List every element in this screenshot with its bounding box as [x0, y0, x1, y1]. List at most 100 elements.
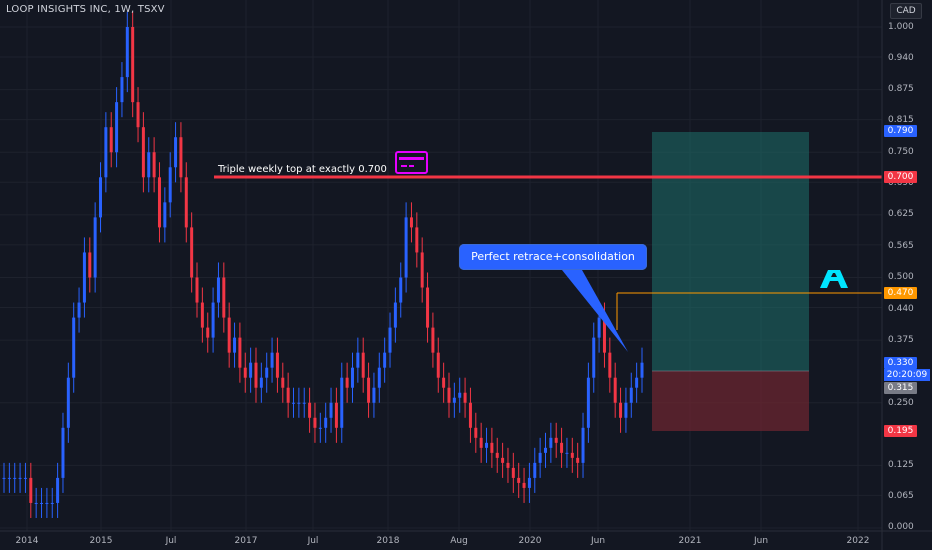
candle-up: [324, 417, 328, 428]
candle-down: [602, 317, 606, 353]
candle-up: [635, 377, 639, 388]
candle-up: [640, 362, 644, 378]
candle-up: [538, 452, 542, 463]
candle-up: [549, 437, 553, 448]
callout-pointer: [562, 270, 628, 352]
profit-zone[interactable]: [652, 132, 809, 371]
candle-up: [233, 337, 237, 353]
candle-up: [318, 427, 322, 429]
candle-up: [7, 477, 11, 479]
candle-up: [485, 442, 489, 448]
x-tick: 2021: [678, 536, 702, 546]
resistance-price-tag: 0.700: [884, 171, 917, 183]
candle-down: [506, 462, 510, 468]
candle-up: [372, 387, 376, 403]
candle-up: [34, 502, 38, 504]
candle-down: [361, 352, 365, 378]
candle-up: [99, 177, 103, 218]
candle-up: [77, 302, 81, 318]
candle-down: [463, 392, 467, 403]
candle-up: [50, 502, 54, 504]
loss-zone[interactable]: [652, 371, 809, 431]
candle-down: [554, 437, 558, 443]
last-price-tag: 0.330: [884, 357, 917, 369]
bridge-logo-icon: [820, 270, 848, 288]
candle-up: [82, 252, 86, 303]
candle-up: [350, 367, 354, 388]
candle-up: [399, 277, 403, 303]
candle-up: [302, 402, 306, 404]
x-tick: Jun: [753, 536, 769, 546]
candle-up: [340, 377, 344, 428]
candle-up: [40, 502, 44, 504]
stop-price-tag: 0.195: [884, 425, 917, 437]
candle-down: [200, 302, 204, 328]
credit-card-icon: [395, 151, 428, 174]
candle-down: [195, 277, 199, 303]
candle-down: [345, 377, 349, 388]
currency-selector[interactable]: CAD: [890, 3, 922, 19]
candle-down: [313, 417, 317, 428]
candle-up: [581, 427, 585, 463]
candle-up: [259, 377, 263, 388]
y-tick: 0.565: [888, 241, 914, 251]
candle-up: [597, 317, 601, 338]
x-tick: 2017: [234, 536, 258, 546]
candle-down: [431, 327, 435, 353]
candle-up: [125, 27, 129, 78]
candle-down: [367, 377, 371, 403]
x-tick: Jul: [165, 536, 177, 546]
y-tick: 0.500: [888, 272, 914, 282]
candle-down: [560, 442, 564, 453]
candle-up: [120, 77, 124, 103]
x-tick: 2014: [15, 536, 39, 546]
candle-up: [72, 317, 76, 378]
candle-down: [206, 327, 210, 338]
candle-down: [131, 27, 135, 103]
y-tick: 0.690: [888, 178, 914, 188]
candle-up: [93, 217, 97, 278]
candle-down: [222, 277, 226, 318]
candle-down: [608, 352, 612, 378]
triple-top-annotation[interactable]: Triple weekly top at exactly 0.700: [218, 164, 387, 175]
candle-down: [522, 482, 526, 488]
candle-down: [281, 377, 285, 388]
candle-up: [592, 337, 596, 378]
candle-down: [619, 402, 623, 418]
candle-up: [18, 477, 22, 479]
candle-down: [501, 457, 505, 463]
chart-title: LOOP INSIGHTS INC, 1W, TSXV: [6, 4, 165, 15]
y-tick: 0.940: [888, 53, 914, 63]
y-tick: 0.250: [888, 398, 914, 408]
candle-up: [533, 462, 537, 478]
retrace-callout[interactable]: Perfect retrace+consolidation: [459, 244, 647, 270]
candle-down: [238, 337, 242, 368]
y-tick: 0.625: [888, 209, 914, 219]
target-price-tag: 0.790: [884, 125, 917, 137]
candle-up: [2, 477, 6, 479]
candle-up: [383, 352, 387, 368]
candle-up: [565, 452, 569, 454]
candle-up: [115, 102, 119, 153]
candle-down: [88, 252, 92, 278]
x-tick: 2015: [89, 536, 113, 546]
y-tick: 0.815: [888, 115, 914, 125]
candle-down: [613, 377, 617, 403]
candle-down: [275, 352, 279, 378]
candle-up: [168, 167, 172, 203]
candle-down: [254, 362, 258, 388]
candle-up: [356, 352, 360, 368]
y-tick: 0.875: [888, 84, 914, 94]
candle-up: [404, 217, 408, 278]
candle-down: [136, 102, 140, 128]
candle-up: [66, 377, 70, 428]
candle-down: [334, 402, 338, 428]
candle-up: [174, 137, 178, 168]
candle-down: [436, 352, 440, 378]
y-tick: 0.125: [888, 460, 914, 470]
candle-up: [211, 302, 215, 338]
candle-down: [286, 387, 290, 403]
candle-up: [292, 402, 296, 404]
y-tick: 0.440: [888, 304, 914, 314]
